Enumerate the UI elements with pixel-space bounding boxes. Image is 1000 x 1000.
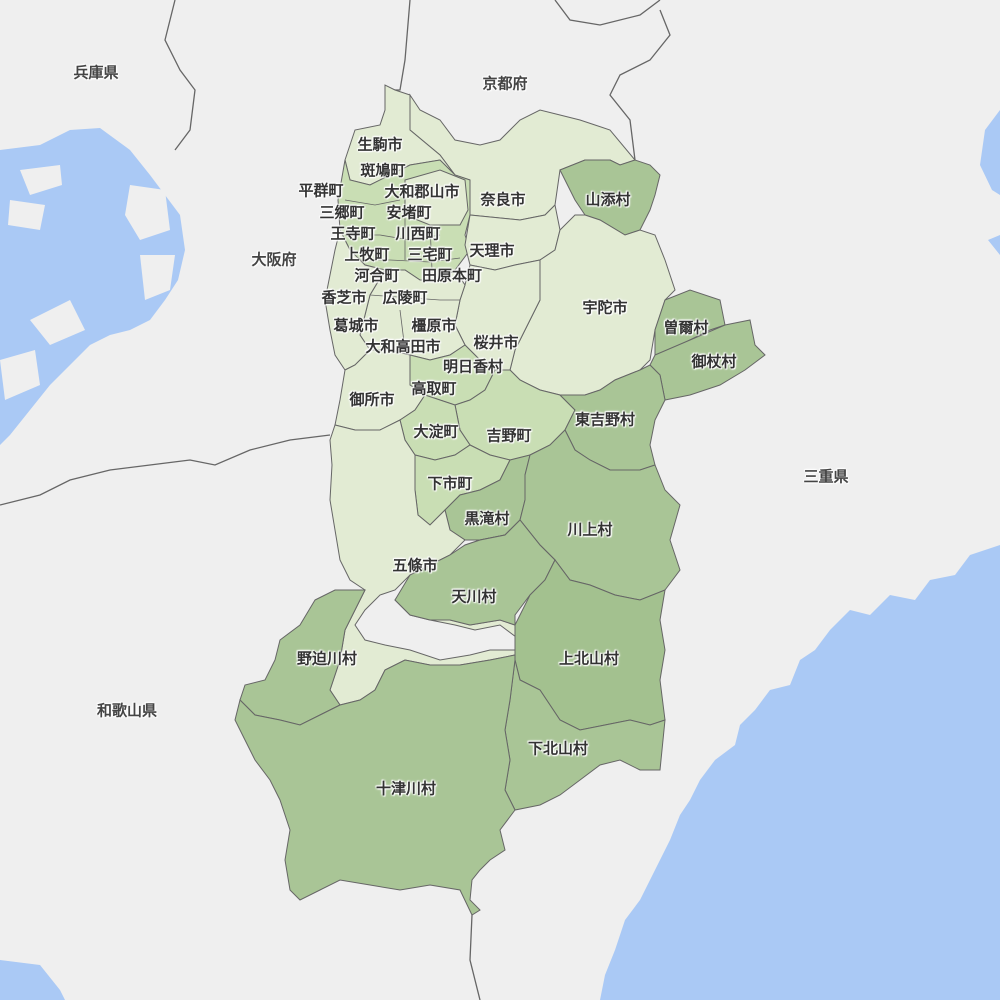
- pacific-ocean: [600, 545, 1000, 1000]
- label-nara: 奈良市: [480, 190, 526, 209]
- boundary-kashihara: [399, 309, 406, 351]
- label-sakurai: 桜井市: [473, 333, 519, 352]
- osaka-wakayama-border: [0, 434, 331, 506]
- town-boundaries: [344, 199, 461, 351]
- label-kashihara: 橿原市: [411, 316, 457, 335]
- label-wakayama: 和歌山県: [96, 701, 158, 720]
- label-soni: 曽爾村: [663, 318, 709, 337]
- boundary-heguri-sango: [344, 199, 401, 206]
- ise-bay-edge: [980, 110, 1000, 255]
- label-kurotaki: 黒滝村: [464, 509, 510, 528]
- label-oji: 王寺町: [330, 224, 376, 243]
- label-gojo: 五條市: [392, 556, 438, 575]
- label-ando: 安堵町: [386, 203, 432, 222]
- region-yamatokoriyama: [404, 169, 469, 226]
- boundary-miyake: [429, 224, 433, 271]
- label-nosegawa: 野迫川村: [296, 649, 358, 668]
- label-yamazoe: 山添村: [585, 190, 631, 209]
- label-kashiba: 香芝市: [321, 288, 367, 307]
- label-mitsue: 御杖村: [691, 352, 737, 371]
- label-koryo: 広陵町: [382, 288, 428, 307]
- label-katsuragi: 葛城市: [333, 316, 379, 335]
- label-totsukawa: 十津川村: [375, 779, 437, 798]
- bay-island: [0, 165, 175, 400]
- label-kawanishi: 川西町: [395, 224, 441, 243]
- label-mie: 三重県: [803, 467, 849, 486]
- label-hyogo: 兵庫県: [73, 63, 119, 82]
- label-gose: 御所市: [349, 390, 395, 409]
- kyoto-north-border: [609, 9, 671, 161]
- label-uda: 宇陀市: [582, 298, 628, 317]
- label-higashiyoshino: 東吉野村: [574, 410, 636, 429]
- label-kamikitayama: 上北山村: [558, 649, 620, 668]
- label-kawakami: 川上村: [567, 520, 613, 539]
- label-osaka: 大阪府: [251, 250, 297, 269]
- label-shimoichi: 下市町: [427, 474, 473, 493]
- label-takatori: 高取町: [411, 379, 457, 398]
- label-ikaruga: 斑鳩町: [360, 161, 406, 180]
- label-miyake: 三宅町: [407, 245, 453, 264]
- label-yamatokoriyama: 大和郡山市: [384, 182, 460, 201]
- label-yoshino: 吉野町: [486, 426, 532, 445]
- boundary-kawai-tawaramoto: [350, 257, 461, 263]
- kii-channel: [0, 960, 65, 1000]
- label-tawaramoto: 田原本町: [421, 266, 483, 285]
- label-oyodo: 大淀町: [413, 422, 459, 441]
- label-kawai: 河合町: [354, 266, 400, 285]
- label-kanmaki: 上牧町: [344, 245, 390, 264]
- nara-prefecture: [234, 84, 766, 916]
- wakayama-mie-border: [469, 914, 481, 1000]
- label-yamatotakada: 大和高田市: [365, 337, 441, 356]
- label-kyoto: 京都府: [482, 74, 528, 93]
- label-ikoma: 生駒市: [357, 135, 403, 154]
- label-tenri: 天理市: [469, 241, 515, 260]
- boundary-koryo: [369, 294, 460, 301]
- kyoto-mie-border: [554, 0, 661, 26]
- hyogo-osaka-border: [164, 0, 196, 151]
- label-heguri: 平群町: [298, 181, 344, 200]
- label-tenkawa: 天川村: [451, 587, 497, 606]
- label-asuka: 明日香村: [442, 357, 504, 376]
- label-sango: 三郷町: [319, 203, 365, 222]
- region-totsukawa: [234, 654, 516, 916]
- label-shimokitayama: 下北山村: [527, 739, 589, 758]
- region-soni: [654, 289, 726, 356]
- boundary-oji-kanmaki: [345, 234, 441, 241]
